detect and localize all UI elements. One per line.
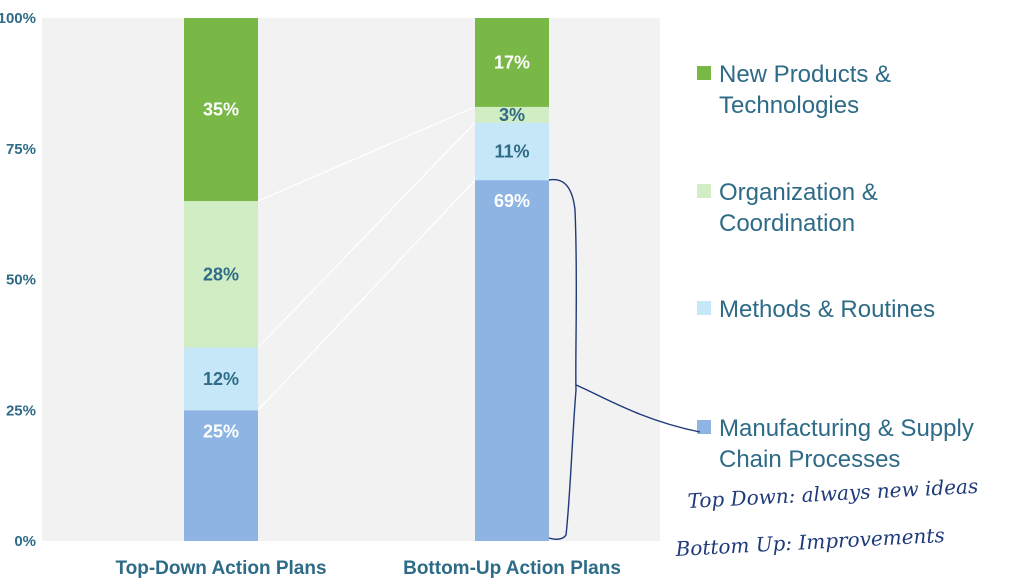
annotation-line-2: Bottom Up: Improvements xyxy=(674,523,945,561)
annotation-line-1: Top Down: always new ideas xyxy=(687,474,979,513)
bar-segment-manufacturing-supply-chain-processes-1 xyxy=(475,180,549,541)
data-label-manufacturing-supply-chain-processes-0: 25% xyxy=(203,421,239,441)
x-axis-categories: Top-Down Action Plans Bottom-Up Action Pl… xyxy=(115,558,620,579)
data-label-new-products-technologies-0: 35% xyxy=(203,100,239,120)
connector-lines xyxy=(257,106,476,411)
legend-label-methods-routines: Methods & Routines xyxy=(719,296,935,323)
bars: 25% 12% 28% 35% 69% 11% 3% 17% xyxy=(184,18,549,541)
bar-segment-manufacturing-supply-chain-processes-0 xyxy=(184,410,258,541)
data-label-organization-coordination-0: 28% xyxy=(203,264,239,284)
bar-segment-methods-routines-1 xyxy=(475,122,549,181)
legend: New Products & Technologies Organization &… xyxy=(697,61,974,473)
legend-swatch-methods-routines xyxy=(697,301,711,315)
y-tick-0: 0% xyxy=(14,533,36,550)
y-tick-2: 50% xyxy=(6,272,36,289)
annotation-brace xyxy=(548,178,578,540)
data-label-organization-coordination-1: 3% xyxy=(499,105,525,125)
legend-swatch-new-products-technologies xyxy=(697,66,711,80)
bar-segment-methods-routines-0 xyxy=(184,347,258,411)
annotation-pointer xyxy=(575,384,701,433)
y-tick-1: 25% xyxy=(6,402,36,419)
x-category-0: Top-Down Action Plans xyxy=(115,558,326,579)
y-axis-ticks: 0% 25% 50% 75% 100% xyxy=(0,10,36,550)
bar-segment-new-products-technologies-0 xyxy=(184,18,258,202)
bar-segment-organization-coordination-1 xyxy=(475,106,549,123)
legend-label-manufacturing-supply-chain-processes: Manufacturing & Supply Chain Processes xyxy=(719,415,974,473)
connector-line-0 xyxy=(257,179,476,411)
legend-label-new-products-technologies: New Products & Technologies xyxy=(719,61,891,119)
legend-label-organization-coordination: Organization & Coordination xyxy=(719,179,878,237)
legend-swatch-organization-coordination xyxy=(697,184,711,198)
x-category-1: Bottom-Up Action Plans xyxy=(403,558,621,579)
legend-swatch-manufacturing-supply-chain-processes xyxy=(697,420,711,434)
connector-line-1 xyxy=(257,122,476,348)
data-label-methods-routines-1: 11% xyxy=(494,141,529,161)
y-tick-4: 100% xyxy=(0,10,36,27)
data-label-methods-routines-0: 12% xyxy=(203,369,239,389)
bar-segment-organization-coordination-0 xyxy=(184,201,258,348)
y-tick-3: 75% xyxy=(6,141,36,158)
data-label-manufacturing-supply-chain-processes-1: 69% xyxy=(494,191,530,211)
plot-area xyxy=(42,18,660,541)
bar-segment-new-products-technologies-1 xyxy=(475,18,549,107)
data-label-new-products-technologies-1: 17% xyxy=(494,52,530,72)
connector-line-2 xyxy=(257,106,476,202)
